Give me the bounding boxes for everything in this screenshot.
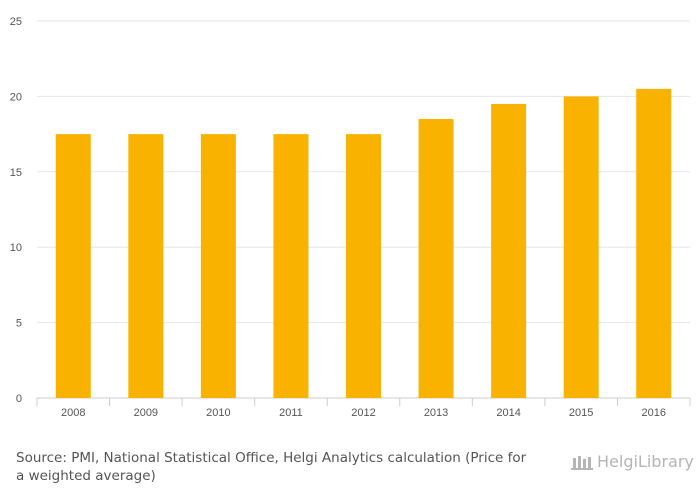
y-tick-label: 20 (10, 91, 22, 103)
source-note: Source: PMI, National Statistical Office… (16, 450, 527, 484)
x-tick-label: 2010 (206, 407, 230, 419)
y-tick-label: 5 (16, 318, 22, 330)
y-axis-ticks: 0 5 10 15 20 25 (10, 16, 22, 405)
x-tick-label: 2008 (61, 407, 85, 419)
bar-2011[interactable] (273, 134, 309, 398)
x-tick-label: 2011 (279, 407, 303, 419)
y-tick-label: 15 (10, 167, 22, 179)
brand-logo: HelgiLibrary (571, 452, 694, 471)
x-tick-label: 2009 (134, 407, 158, 419)
x-axis-ticks: 2008 2009 2010 2011 2012 2013 2014 2015 2016 (61, 407, 666, 419)
bar-2016[interactable] (636, 88, 672, 399)
brand-name: HelgiLibrary (597, 452, 694, 471)
bar-2010[interactable] (200, 134, 236, 398)
y-tick-label: 25 (10, 16, 22, 28)
bar-2008[interactable] (55, 134, 91, 398)
x-tick-label: 2015 (569, 407, 593, 419)
bar-2015[interactable] (563, 96, 599, 399)
bar-2012[interactable] (346, 134, 381, 398)
y-tick-label: 10 (10, 242, 22, 254)
x-tick-label: 2014 (496, 407, 520, 419)
bar-2013[interactable] (418, 119, 454, 399)
y-tick-label: 0 (16, 393, 22, 405)
library-icon (571, 455, 593, 470)
x-tick-label: 2013 (424, 407, 448, 419)
x-tick-label: 2016 (641, 407, 665, 419)
x-tick-label: 2012 (351, 407, 375, 419)
bar-2009[interactable] (128, 134, 164, 398)
bars (55, 88, 672, 399)
bar-2014[interactable] (491, 103, 527, 398)
